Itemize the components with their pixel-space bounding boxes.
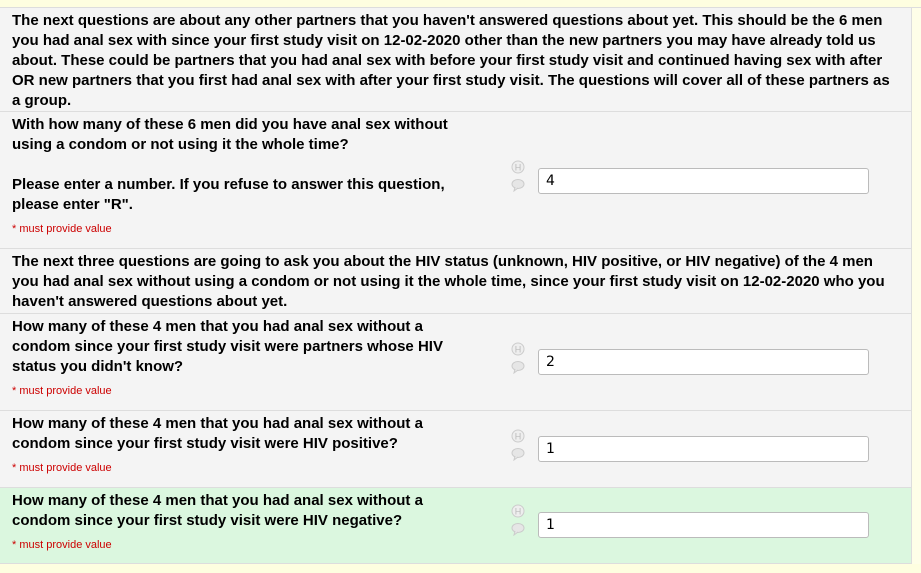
svg-text:H: H [515, 345, 522, 355]
question-label: With how many of these 6 men did you hav… [12, 116, 448, 153]
question-label: How many of these 4 men that you had ana… [12, 492, 423, 529]
question-row-active: How many of these 4 men that you had ana… [0, 488, 911, 564]
comment-icon[interactable] [511, 447, 525, 461]
survey-table: The next questions are about any other p… [0, 8, 912, 564]
number-input[interactable] [538, 168, 869, 194]
svg-text:H: H [515, 507, 522, 517]
number-input[interactable] [538, 436, 869, 462]
question-row: How many of these 4 men that you had ana… [0, 411, 911, 488]
question-label: How many of these 4 men that you had ana… [12, 415, 423, 452]
question-row: With how many of these 6 men did you hav… [0, 112, 911, 249]
descriptive-text-row: The next three questions are going to as… [0, 249, 911, 314]
required-note: * must provide value [12, 385, 112, 397]
question-note: Please enter a number. If you refuse to … [12, 176, 445, 213]
required-note: * must provide value [12, 539, 112, 551]
svg-text:H: H [515, 163, 522, 173]
bottom-strip [0, 564, 921, 573]
comment-icon[interactable] [511, 360, 525, 374]
comment-icon[interactable] [511, 178, 525, 192]
question-row: How many of these 4 men that you had ana… [0, 314, 911, 411]
svg-text:H: H [515, 432, 522, 442]
intro-text: The next three questions are going to as… [12, 253, 885, 310]
top-strip [0, 0, 921, 8]
number-input[interactable] [538, 512, 869, 538]
required-note: * must provide value [12, 462, 112, 474]
intro-text: The next questions are about any other p… [12, 12, 890, 109]
question-label: How many of these 4 men that you had ana… [12, 318, 443, 375]
history-icon[interactable]: H [511, 160, 525, 174]
descriptive-text-row: The next questions are about any other p… [0, 8, 911, 112]
history-icon[interactable]: H [511, 504, 525, 518]
required-note: * must provide value [12, 223, 112, 235]
history-icon[interactable]: H [511, 342, 525, 356]
number-input[interactable] [538, 349, 869, 375]
comment-icon[interactable] [511, 522, 525, 536]
history-icon[interactable]: H [511, 429, 525, 443]
